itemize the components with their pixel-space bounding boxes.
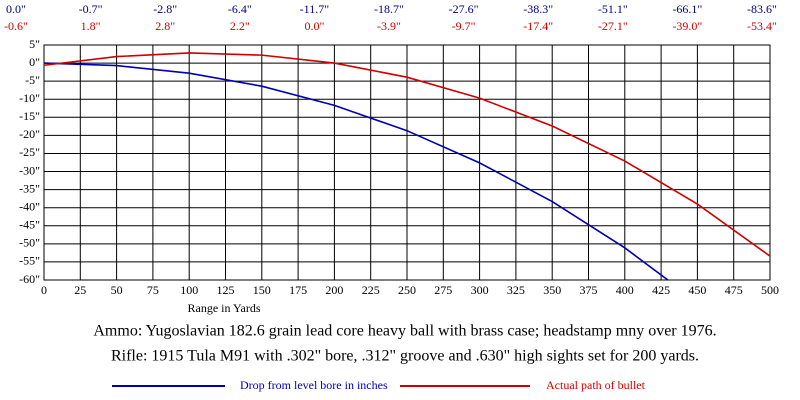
y-tick-label: -20"	[19, 127, 40, 141]
value-label: -18.7"	[374, 2, 404, 16]
value-label: -38.3"	[523, 2, 553, 16]
y-tick-label: -60"	[19, 272, 40, 286]
x-tick-label: 125	[217, 283, 235, 297]
value-label: 2.8"	[155, 19, 175, 33]
y-tick-label: -45"	[19, 218, 40, 232]
value-label: 1.8"	[81, 19, 101, 33]
y-tick-label: 0"	[29, 55, 40, 69]
value-label: 0.0"	[6, 2, 26, 16]
y-tick-label: -5"	[25, 73, 40, 87]
y-tick-label: -10"	[19, 91, 40, 105]
legend-label: Drop from level bore in inches	[240, 378, 388, 392]
x-tick-label: 200	[325, 283, 343, 297]
value-label: 2.2"	[230, 19, 250, 33]
value-label: -6.4"	[228, 2, 252, 16]
x-tick-label: 375	[580, 283, 598, 297]
x-tick-label: 300	[471, 283, 489, 297]
x-tick-label: 500	[761, 283, 779, 297]
x-tick-label: 275	[434, 283, 452, 297]
x-tick-label: 75	[147, 283, 159, 297]
x-tick-label: 325	[507, 283, 525, 297]
x-tick-label: 225	[362, 283, 380, 297]
x-tick-label: 175	[289, 283, 307, 297]
y-tick-label: -55"	[19, 254, 40, 268]
annotation: Rifle: 1915 Tula M91 with .302" bore, .3…	[111, 348, 699, 365]
value-label: -2.8"	[153, 2, 177, 16]
value-label: -66.1"	[672, 2, 702, 16]
value-label: -0.7"	[79, 2, 103, 16]
x-tick-label: 100	[180, 283, 198, 297]
value-label: -0.6"	[4, 19, 28, 33]
x-tick-label: 450	[688, 283, 706, 297]
y-tick-label: -25"	[19, 145, 40, 159]
value-label: -83.6"	[747, 2, 777, 16]
x-tick-label: 400	[616, 283, 634, 297]
x-tick-label: 50	[111, 283, 123, 297]
series-line	[44, 62, 670, 280]
value-label: -9.7"	[452, 19, 476, 33]
value-label: -39.0"	[672, 19, 702, 33]
y-tick-label: -15"	[19, 109, 40, 123]
y-tick-label: -35"	[19, 181, 40, 195]
x-tick-label: 350	[543, 283, 561, 297]
legend-label: Actual path of bullet	[546, 378, 646, 392]
value-label: -17.4"	[523, 19, 553, 33]
x-tick-label: 425	[652, 283, 670, 297]
y-tick-label: -40"	[19, 199, 40, 213]
value-label: -53.4"	[747, 19, 777, 33]
y-tick-label: -30"	[19, 163, 40, 177]
x-tick-label: 250	[398, 283, 416, 297]
plot-frame	[43, 44, 771, 281]
x-tick-label: 150	[253, 283, 271, 297]
value-label: -51.1"	[598, 2, 628, 16]
value-label: -11.7"	[300, 2, 330, 16]
annotation: Ammo: Yugoslavian 182.6 grain lead core …	[93, 323, 716, 340]
y-tick-label: -50"	[19, 236, 40, 250]
value-label: -27.1"	[598, 19, 628, 33]
x-tick-label: 0	[41, 283, 47, 297]
x-tick-label: 475	[725, 283, 743, 297]
value-label: -27.6"	[449, 2, 479, 16]
y-tick-label: 5"	[29, 37, 40, 51]
series-line	[44, 52, 770, 257]
x-tick-label: 25	[74, 283, 86, 297]
x-axis-label: Range in Yards	[187, 301, 260, 315]
value-label: 0.0"	[304, 19, 324, 33]
value-label: -3.9"	[377, 19, 401, 33]
